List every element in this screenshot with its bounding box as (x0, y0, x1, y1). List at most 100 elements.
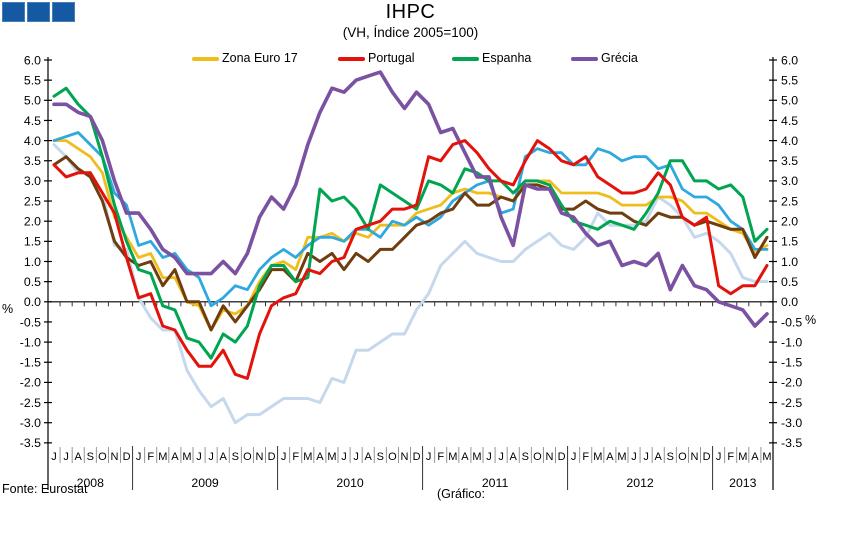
y-tick-label: 2.0 (781, 215, 798, 229)
x-month-label: O (388, 451, 397, 463)
x-month-label: D (268, 451, 276, 463)
x-month-label: J (341, 451, 347, 463)
x-month-label: J (63, 451, 69, 463)
x-year-label: 2011 (482, 476, 509, 490)
y-tick-label: 0.0 (781, 295, 798, 309)
x-month-label: N (690, 451, 698, 463)
x-month-label: D (558, 451, 566, 463)
x-month-label: J (643, 451, 649, 463)
x-month-label: M (158, 451, 167, 463)
x-month-label: D (123, 451, 131, 463)
x-month-label: N (255, 451, 263, 463)
y-tick-label: -1.0 (781, 335, 802, 349)
x-year-label: 2012 (626, 476, 654, 490)
y-tick-label: -1.5 (20, 356, 41, 370)
legend-swatch-zona-euro-17 (192, 56, 219, 61)
x-month-label: F (727, 451, 734, 463)
x-month-label: D (413, 451, 421, 463)
legend-swatch-grecia (571, 56, 598, 61)
legend-label: Portugal (368, 51, 415, 65)
y-tick-label: -3.5 (20, 436, 41, 450)
x-month-label: F (147, 451, 154, 463)
y-tick-label: -3.5 (781, 436, 802, 450)
series-line-espanha (52, 86, 769, 360)
legend-label: Zona Euro 17 (222, 51, 298, 65)
x-month-label: A (606, 451, 614, 463)
chart-subtitle: (VH, Índice 2005=100) (342, 25, 479, 40)
y-tick-label: -1.0 (20, 335, 41, 349)
y-tick-label: 6.0 (24, 53, 41, 67)
x-month-label: J (486, 451, 492, 463)
y-tick-label: -3.0 (20, 416, 41, 430)
y-tick-label: -2.5 (781, 396, 802, 410)
y-tick-label: 4.5 (781, 114, 798, 128)
x-month-label: S (522, 451, 529, 463)
x-year-label: 2010 (336, 476, 364, 490)
x-month-label: O (678, 451, 687, 463)
x-month-label: J (426, 451, 432, 463)
y-tick-label: 3.0 (24, 174, 41, 188)
y-tick-label: -2.0 (781, 376, 802, 390)
y-tick-label: -0.5 (20, 315, 41, 329)
y-tick-label: 1.5 (24, 235, 41, 249)
x-month-label: A (461, 451, 469, 463)
x-month-label: M (593, 451, 602, 463)
series-line-brown-line (52, 155, 769, 332)
x-month-label: O (98, 451, 107, 463)
x-month-label: A (751, 451, 759, 463)
y-tick-label: 2.0 (24, 215, 41, 229)
x-month-label: A (510, 451, 518, 463)
y-tick-label: 1.0 (781, 255, 798, 269)
x-month-label: D (703, 451, 711, 463)
legend-item-zona-euro-17: Zona Euro 17 (192, 51, 298, 66)
x-month-label: A (365, 451, 373, 463)
x-month-label: S (377, 451, 384, 463)
legend-swatch-espanha (452, 56, 479, 61)
x-month-label: J (631, 451, 637, 463)
legend-label: Espanha (482, 51, 532, 65)
y-tick-label: 1.0 (24, 255, 41, 269)
legend-label: Grécia (601, 51, 638, 65)
y-axis-unit-left: % (2, 302, 14, 316)
x-year-label: 2008 (77, 476, 105, 490)
y-tick-label: 3.0 (781, 174, 798, 188)
x-month-label: J (208, 451, 214, 463)
x-month-label: S (87, 451, 94, 463)
x-month-label: F (292, 451, 299, 463)
y-tick-label: 1.5 (781, 235, 798, 249)
series-line-grecia (52, 70, 769, 328)
x-month-label: M (182, 451, 191, 463)
chart-title: IHPC (385, 1, 436, 23)
x-year-label: 2009 (191, 476, 219, 490)
x-month-label: S (667, 451, 674, 463)
y-tick-label: 4.0 (24, 134, 41, 148)
logo-square (52, 2, 75, 22)
x-month-label: M (472, 451, 481, 463)
x-month-label: M (327, 451, 336, 463)
legend-swatch-portugal (338, 56, 365, 61)
y-tick-label: 2.5 (24, 194, 41, 208)
legend-item-espanha: Espanha (452, 51, 531, 66)
x-month-label: J (51, 451, 57, 463)
x-month-label: S (232, 451, 239, 463)
y-tick-label: 5.5 (781, 73, 798, 87)
y-tick-label: 5.5 (24, 73, 41, 87)
x-month-label: A (316, 451, 324, 463)
y-axis-unit-right: % (805, 313, 817, 327)
x-month-label: M (738, 451, 747, 463)
logo-square (27, 2, 50, 22)
source-note: Fonte: Eurostat (2, 482, 88, 496)
legend-item-grecia: Grécia (571, 51, 638, 66)
y-tick-label: 5.0 (781, 94, 798, 108)
series-line-zona-euro-17 (52, 139, 769, 332)
y-tick-label: 3.5 (24, 154, 41, 168)
y-tick-label: -0.5 (781, 315, 802, 329)
x-month-label: N (545, 451, 553, 463)
x-month-label: A (655, 451, 663, 463)
y-tick-label: 6.0 (781, 53, 798, 67)
x-month-label: O (243, 451, 252, 463)
x-month-label: F (582, 451, 589, 463)
x-month-label: J (571, 451, 577, 463)
